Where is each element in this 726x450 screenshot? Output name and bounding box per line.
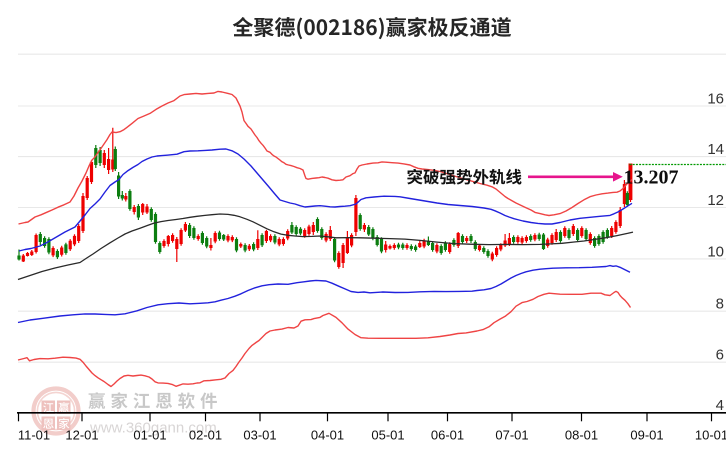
svg-text:02-01: 02-01 (189, 428, 222, 443)
svg-text:07-01: 07-01 (495, 428, 528, 443)
svg-text:01-01: 01-01 (133, 428, 166, 443)
svg-text:09-01: 09-01 (630, 428, 663, 443)
svg-text:08-01: 08-01 (565, 428, 598, 443)
svg-text:12-01: 12-01 (65, 428, 98, 443)
svg-text:06-01: 06-01 (431, 428, 464, 443)
svg-text:13.207: 13.207 (624, 167, 679, 189)
svg-text:10-01: 10-01 (695, 428, 726, 443)
svg-text:04-01: 04-01 (311, 428, 344, 443)
svg-text:10: 10 (707, 243, 724, 260)
svg-text:16: 16 (707, 90, 724, 107)
svg-text:8: 8 (716, 296, 724, 313)
svg-text:4: 4 (716, 397, 724, 414)
svg-text:12: 12 (707, 192, 724, 209)
svg-text:03-01: 03-01 (243, 428, 276, 443)
svg-text:05-01: 05-01 (371, 428, 404, 443)
svg-text:14: 14 (707, 141, 724, 158)
svg-text:www.360gann.com: www.360gann.com (89, 420, 217, 437)
svg-text:11-01: 11-01 (18, 428, 50, 443)
svg-text:6: 6 (716, 347, 724, 364)
